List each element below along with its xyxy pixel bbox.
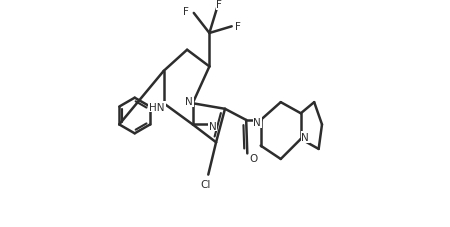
Text: N: N bbox=[185, 96, 193, 106]
Text: O: O bbox=[250, 153, 258, 163]
Text: N: N bbox=[253, 118, 261, 128]
Text: N: N bbox=[302, 132, 309, 142]
Text: F: F bbox=[216, 0, 222, 10]
Text: F: F bbox=[183, 7, 189, 17]
Text: HN: HN bbox=[149, 102, 165, 112]
Text: F: F bbox=[235, 22, 241, 32]
Text: Cl: Cl bbox=[201, 179, 211, 189]
Text: N: N bbox=[209, 121, 216, 131]
